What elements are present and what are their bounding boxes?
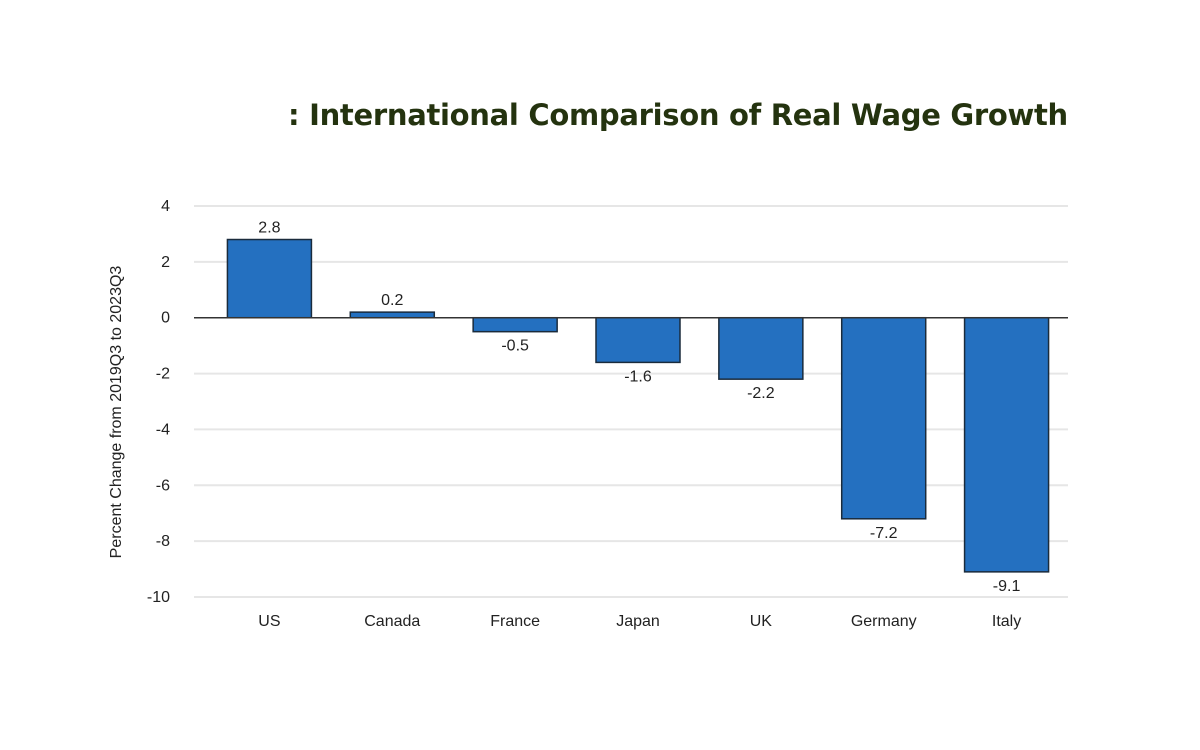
y-axis-title: Percent Change from 2019Q3 to 2023Q3 bbox=[108, 266, 125, 559]
bar-japan bbox=[595, 316, 681, 364]
data-label: -2.2 bbox=[747, 385, 775, 402]
y-tick-label: -4 bbox=[156, 421, 170, 438]
x-tick-label: Italy bbox=[992, 613, 1021, 630]
data-label: 2.8 bbox=[258, 220, 280, 237]
y-tick-label: 2 bbox=[161, 254, 170, 271]
bar-france bbox=[472, 316, 558, 333]
x-tick-label: Japan bbox=[616, 613, 660, 630]
x-tick-label: Germany bbox=[851, 613, 917, 630]
bar-germany bbox=[840, 316, 927, 520]
y-tick-label: 4 bbox=[161, 198, 170, 215]
x-tick-label: Canada bbox=[364, 613, 420, 630]
y-tick-label: -6 bbox=[156, 477, 170, 494]
chart-title: : International Comparison of Real Wage … bbox=[288, 98, 1068, 132]
bar-italy bbox=[963, 316, 1050, 573]
labels: 4 2 0 -2 -4 -6 -8 -10 2.8 US 0.2 Canada -0.5 France -1… bbox=[147, 198, 1021, 630]
x-tick-label: UK bbox=[750, 613, 773, 630]
x-tick-label: US bbox=[258, 613, 280, 630]
grid-lines bbox=[194, 205, 1068, 598]
data-label: -1.6 bbox=[624, 368, 652, 385]
data-label: 0.2 bbox=[381, 292, 403, 309]
y-tick-label: -10 bbox=[147, 589, 170, 606]
bar-uk bbox=[718, 316, 804, 380]
y-tick-label: 0 bbox=[161, 310, 170, 327]
data-label: -9.1 bbox=[993, 578, 1021, 595]
bars bbox=[226, 238, 1050, 573]
x-tick-label: France bbox=[490, 613, 540, 630]
y-tick-label: -2 bbox=[156, 366, 170, 383]
data-label: -7.2 bbox=[870, 525, 898, 542]
bar-us bbox=[226, 238, 313, 319]
bar-canada bbox=[349, 311, 436, 319]
data-label: -0.5 bbox=[501, 338, 529, 355]
y-tick-label: -8 bbox=[156, 533, 170, 550]
